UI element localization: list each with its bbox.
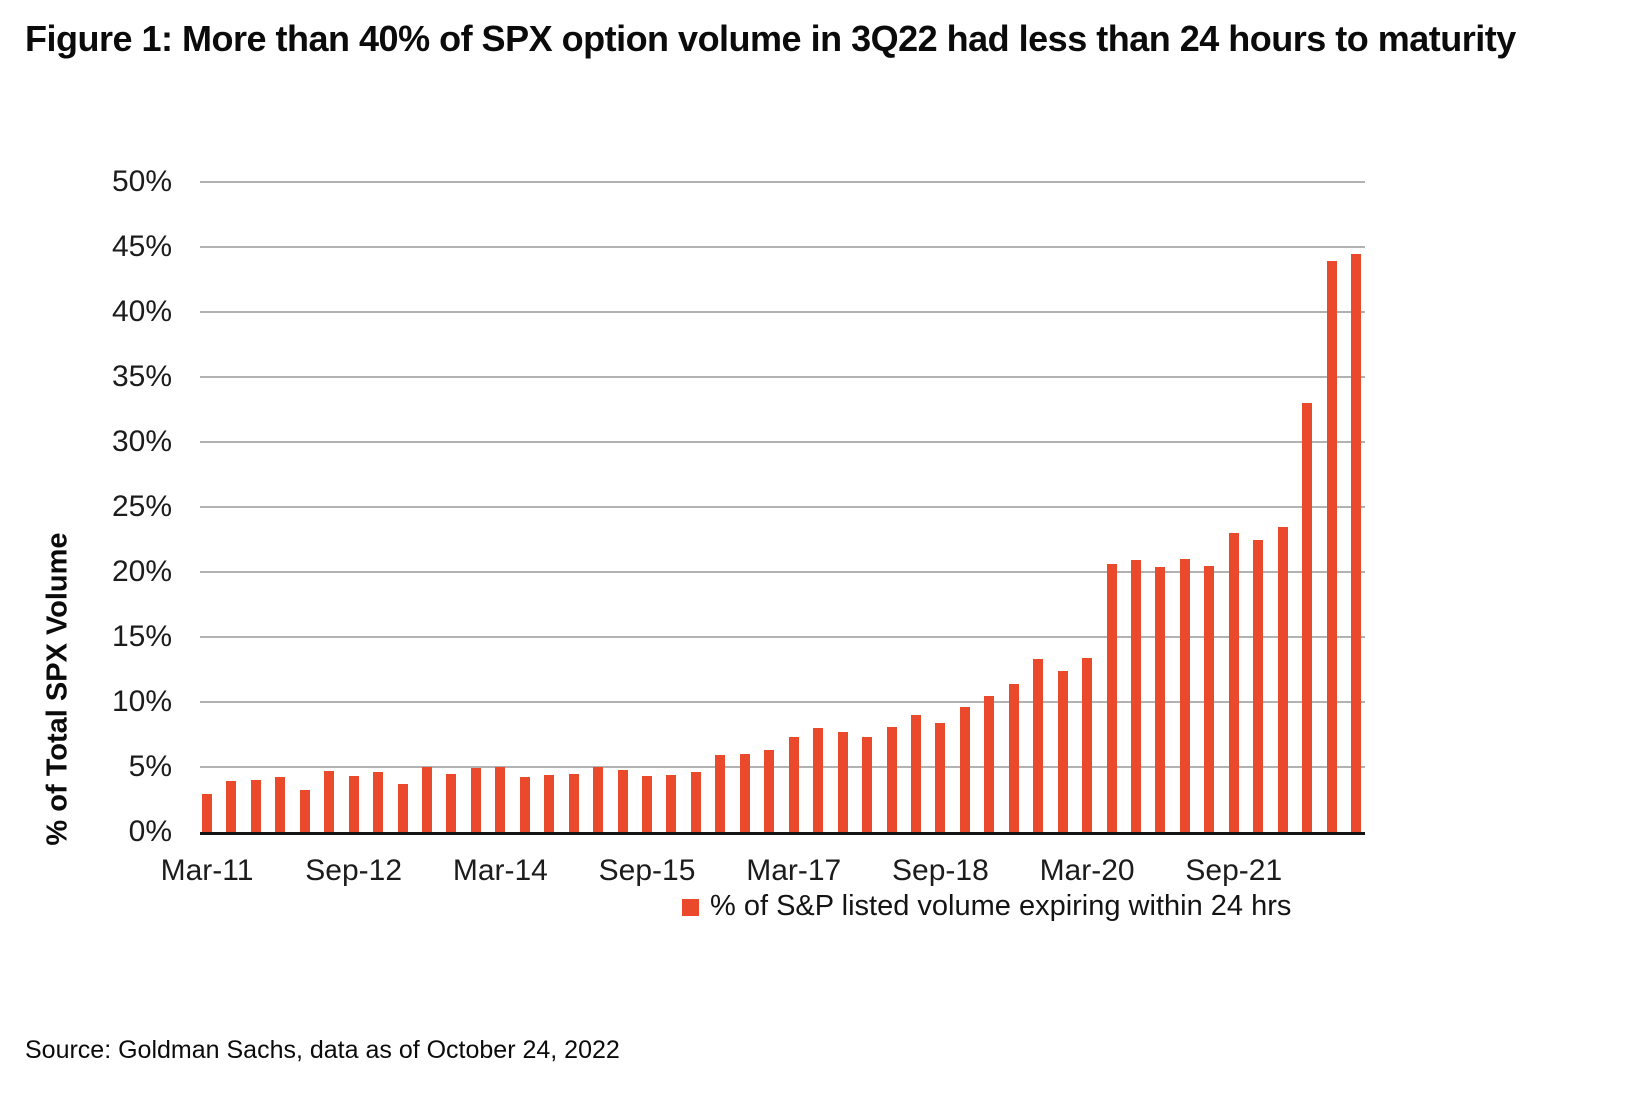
bar [984,695,995,832]
bar [666,774,677,832]
x-tick-label: Sep-12 [305,854,403,887]
chart-area: % of Total SPX Volume 0% 5% 10% 15% 20% 25% 30… [0,165,1646,942]
gridline [200,246,1365,248]
gridline [200,506,1365,508]
y-tick-label: 50% [111,165,172,198]
bar [544,774,555,832]
bar [764,750,775,832]
bar [862,737,873,832]
x-tick-label: Mar-20 [1039,854,1135,887]
bar [1179,559,1190,832]
bar [617,769,628,832]
legend-label: % of S&P listed volume expiring within 2… [710,890,1292,922]
bar [690,772,701,832]
bar [788,737,799,832]
bar [1106,564,1117,832]
bar [1057,670,1068,832]
figure-title: Figure 1: More than 40% of SPX option vo… [25,18,1516,59]
bar [1326,261,1337,832]
gridline [200,376,1365,378]
bar [1204,565,1215,832]
x-tick-label: Mar-17 [746,854,842,887]
gridline [200,701,1365,703]
bar [837,731,848,832]
y-tick-label: 20% [111,555,172,588]
bar [642,776,653,832]
bar [1155,566,1166,832]
y-tick-label: 35% [111,360,172,393]
bar [397,783,408,832]
bar [1228,533,1239,832]
bar [226,781,237,832]
gridline [200,636,1365,638]
y-tick-label: 45% [111,230,172,263]
x-tick-label: Sep-21 [1185,854,1283,887]
y-tick-label: 25% [111,490,172,523]
x-tick-label: Sep-18 [892,854,989,887]
y-tick-label: 15% [111,620,172,653]
bar [1351,253,1361,832]
gridline [200,181,1365,183]
gridline [200,766,1365,768]
bar [470,768,481,832]
bar [422,767,433,832]
legend-marker-icon [682,899,699,916]
plot-area [200,181,1365,835]
legend: % of S&P listed volume expiring within 2… [682,890,1291,923]
bar [739,754,750,832]
bar [324,770,335,832]
bar [275,777,286,832]
y-tick-label: 30% [111,425,172,458]
bar [519,777,530,832]
bar [935,722,946,832]
bar [813,728,824,832]
y-tick-label: 40% [111,295,172,328]
bar [373,772,384,832]
y-tick-label: 0% [128,815,172,848]
gridline [200,441,1365,443]
y-tick-label: 10% [111,685,172,718]
x-tick-label: Sep-15 [598,854,696,887]
bar [1082,657,1093,832]
bar [1277,526,1288,832]
bar [446,773,457,832]
bar [959,707,970,832]
bar [1130,560,1141,832]
x-tick-label: Mar-11 [160,854,254,887]
gridline [200,311,1365,313]
source-note: Source: Goldman Sachs, data as of Octobe… [25,1036,620,1064]
bar [348,776,359,832]
bar [495,767,506,832]
bar [910,715,921,832]
y-tick-label: 5% [128,750,172,783]
bar [715,755,726,832]
bar [299,790,310,832]
bar [250,780,261,832]
bar [202,794,212,832]
bar [1033,659,1044,832]
bar [886,726,897,832]
x-tick-label: Mar-14 [452,854,548,887]
bar [1008,683,1019,832]
bar [593,767,604,832]
bar [1253,539,1264,832]
gridline [200,571,1365,573]
bar [568,773,579,832]
bar [1302,403,1313,832]
